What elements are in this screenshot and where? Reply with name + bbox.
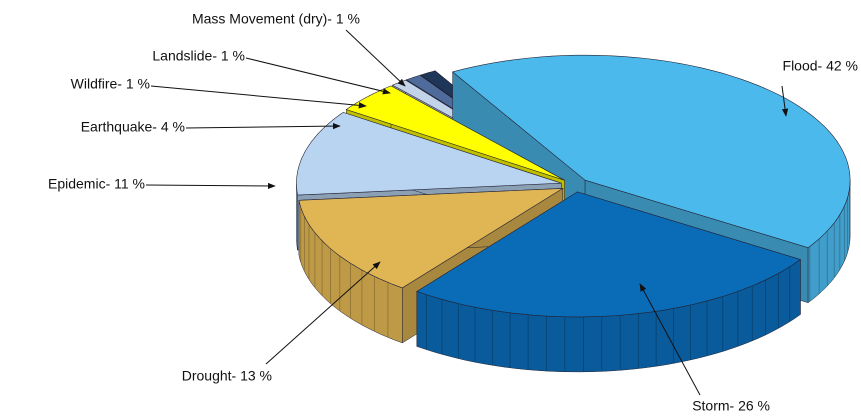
slice: Storm bbox=[416, 191, 802, 373]
slice-top: Storm bbox=[416, 191, 802, 318]
pie: Mass Movement (dry)LandslideWildfireFloo… bbox=[296, 54, 851, 373]
slice-label: Wildfire- 1 % bbox=[71, 76, 150, 92]
slice-top: Drought bbox=[298, 188, 564, 289]
slice-top: Flood bbox=[451, 54, 851, 249]
leader-line bbox=[150, 85, 367, 109]
leader-line bbox=[265, 261, 381, 365]
slice-top: Epidemic bbox=[296, 112, 562, 196]
slice-label: Mass Movement (dry)- 1 % bbox=[192, 11, 360, 27]
leader-line bbox=[639, 283, 701, 396]
slice-label: Epidemic- 11 % bbox=[48, 176, 145, 192]
slice-label: Storm- 26 % bbox=[692, 398, 770, 414]
slice-label: Drought- 13 % bbox=[182, 368, 272, 384]
slice-label: Flood- 42 % bbox=[783, 58, 858, 74]
leader-line bbox=[781, 85, 789, 117]
slice-label: Earthquake- 4 % bbox=[81, 119, 185, 135]
leader-line bbox=[245, 57, 391, 95]
leader-line bbox=[145, 182, 276, 190]
leader-line bbox=[185, 122, 341, 130]
leader-line bbox=[345, 29, 406, 87]
slice-label: Landslide- 1 % bbox=[152, 48, 245, 64]
labels: Flood- 42 % Storm- 26 % Drought- 13 % Epide… bbox=[48, 11, 858, 414]
